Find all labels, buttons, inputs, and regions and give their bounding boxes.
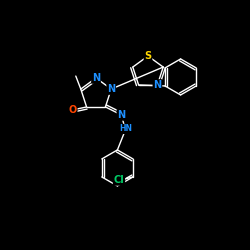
Text: N: N [117, 110, 126, 120]
Text: O: O [68, 105, 77, 115]
Text: N: N [153, 80, 162, 90]
Text: HN: HN [119, 124, 132, 134]
Text: S: S [144, 51, 152, 61]
Text: N: N [92, 73, 100, 83]
Text: N: N [107, 84, 115, 94]
Text: Cl: Cl [114, 175, 124, 185]
